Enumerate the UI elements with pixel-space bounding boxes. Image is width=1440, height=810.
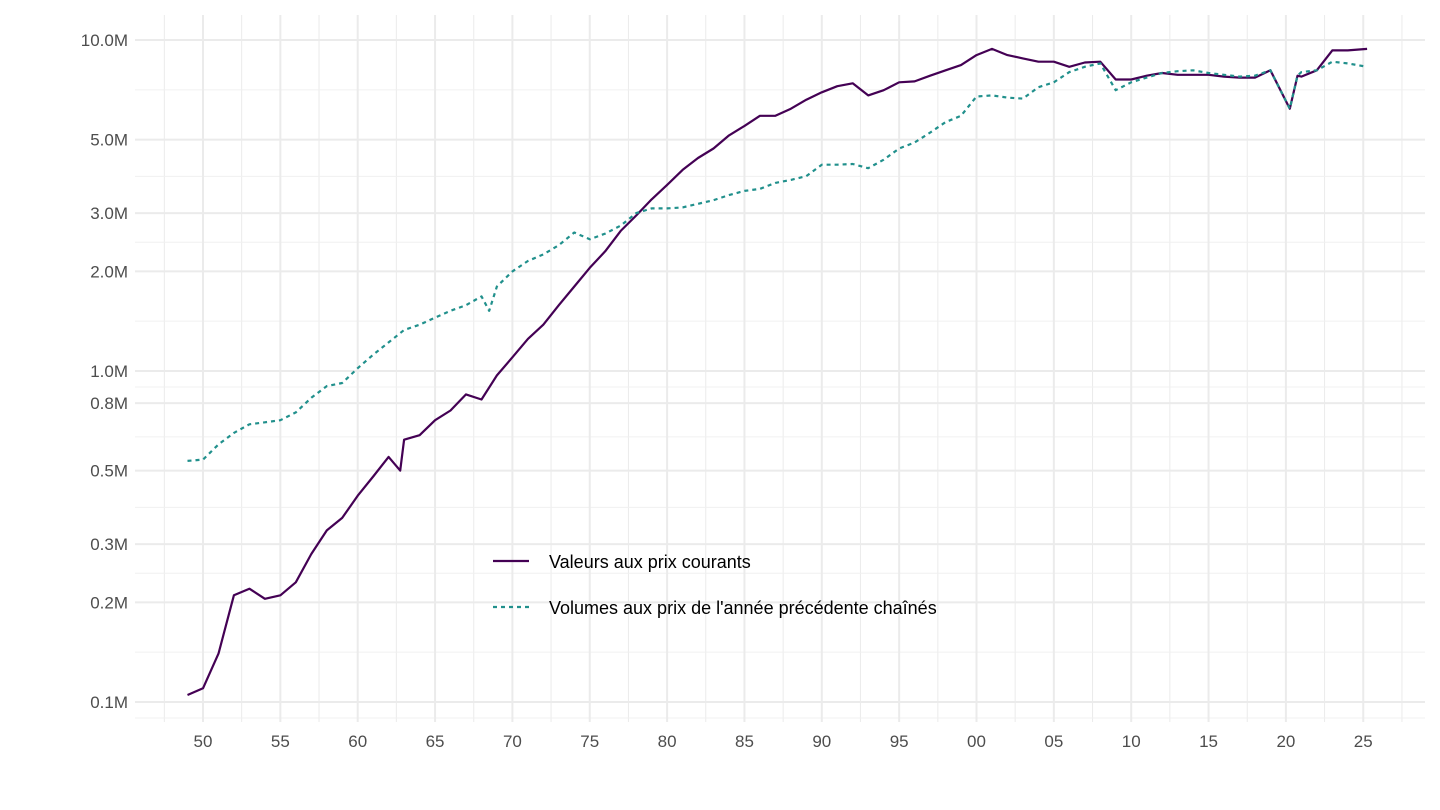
legend: Valeurs aux prix courants Volumes aux pr… [493,552,937,618]
x-tick-label: 50 [194,732,213,751]
legend-label-volumes: Volumes aux prix de l'année précédente c… [549,598,937,618]
series-lines [187,47,1368,697]
x-tick-label: 90 [812,732,831,751]
x-tick-label: 80 [658,732,677,751]
y-tick-label: 1.0M [90,362,128,381]
x-tick-label: 60 [348,732,367,751]
x-tick-label: 55 [271,732,290,751]
x-tick-label: 25 [1354,732,1373,751]
x-tick-label: 85 [735,732,754,751]
x-tick-label: 70 [503,732,522,751]
x-axis-tick-labels: 50 55 60 65 70 75 80 85 90 95 00 05 10 15 20 25 [194,732,1373,751]
y-tick-label: 5.0M [90,131,128,150]
x-tick-label: 65 [426,732,445,751]
y-tick-label: 3.0M [90,204,128,223]
x-tick-label: 00 [967,732,986,751]
series-line-values [187,47,1368,697]
y-tick-label: 10.0M [81,31,128,50]
y-tick-label: 2.0M [90,262,128,281]
x-tick-label: 15 [1199,732,1218,751]
y-axis-tick-labels: 0.1M 0.2M 0.3M 0.5M 0.8M 1.0M 2.0M 3.0M 5.0M 10.0… [81,31,128,712]
major-gridlines [135,15,1425,722]
x-tick-label: 95 [890,732,909,751]
y-tick-label: 0.3M [90,535,128,554]
y-tick-label: 0.5M [90,462,128,481]
y-tick-label: 0.8M [90,394,128,413]
x-tick-label: 05 [1044,732,1063,751]
y-tick-label: 0.1M [90,693,128,712]
x-tick-label: 20 [1276,732,1295,751]
x-tick-label: 75 [580,732,599,751]
y-tick-label: 0.2M [90,593,128,612]
x-tick-label: 10 [1122,732,1141,751]
legend-label-values: Valeurs aux prix courants [549,552,751,572]
minor-gridlines [135,15,1425,722]
series-line-volumes [187,60,1368,462]
